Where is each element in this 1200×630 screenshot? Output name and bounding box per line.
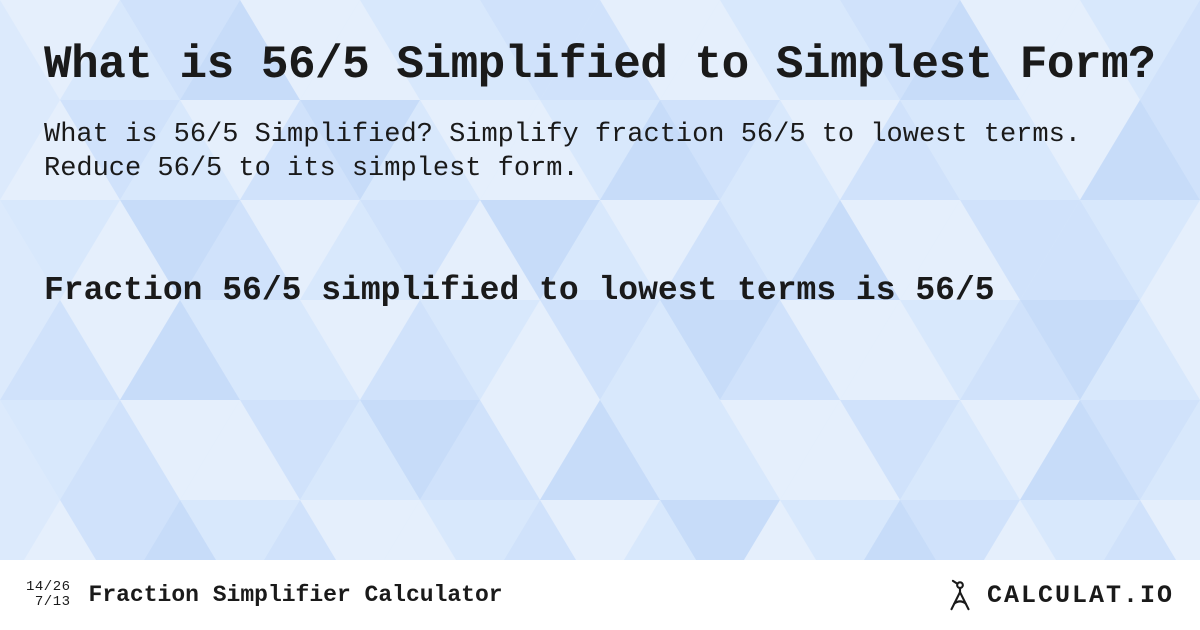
brand-text: CALCULAT.IO	[987, 581, 1174, 610]
fraction-badge-bottom: 7/13	[35, 595, 71, 610]
result-text: Fraction 56/5 simplified to lowest terms…	[44, 271, 1156, 311]
footer-left: 14/26 7/13 Fraction Simplifier Calculato…	[26, 580, 503, 609]
main-content: What is 56/5 Simplified to Simplest Form…	[0, 0, 1200, 560]
fraction-badge-icon: 14/26 7/13	[26, 580, 71, 609]
fraction-badge-top: 14/26	[26, 580, 71, 595]
footer-title: Fraction Simplifier Calculator	[89, 582, 503, 608]
brand: CALCULAT.IO	[943, 578, 1174, 612]
page-title: What is 56/5 Simplified to Simplest Form…	[44, 40, 1156, 92]
compass-icon	[943, 578, 977, 612]
footer: 14/26 7/13 Fraction Simplifier Calculato…	[0, 560, 1200, 630]
page-subtitle: What is 56/5 Simplified? Simplify fracti…	[44, 118, 1156, 187]
